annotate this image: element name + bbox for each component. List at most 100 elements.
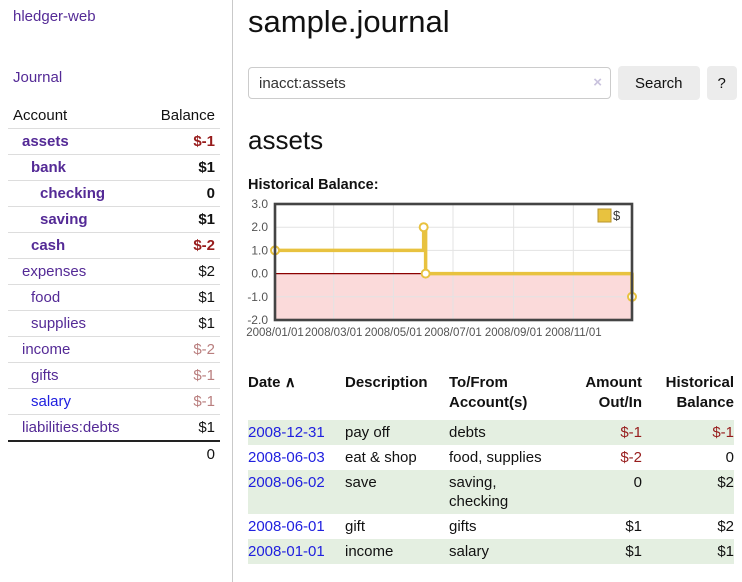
account-row: gifts $-1 xyxy=(8,362,220,389)
amount-column-header: Amount Out/In xyxy=(585,374,642,411)
account-link-supplies[interactable]: supplies xyxy=(31,315,87,332)
account-balance: $1 xyxy=(198,315,215,332)
transaction-accounts: saving, checking xyxy=(449,474,509,510)
account-balance: $1 xyxy=(198,289,215,306)
sort-by-date-link[interactable]: Date ∧ xyxy=(248,374,296,391)
transaction-date-link[interactable]: 2008-01-01 xyxy=(248,543,325,560)
account-row: supplies $1 xyxy=(8,310,220,337)
transaction-row: 2008-01-01 income salary $1 $1 xyxy=(248,539,734,564)
balance-column-header: Balance xyxy=(160,107,215,124)
x-axis-tick-label: 2008/07/01 xyxy=(424,327,482,339)
transactions-body: 2008-12-31 pay off debts $-1 $-1 2008-06-03 ea… xyxy=(248,420,734,564)
account-link-assets[interactable]: assets xyxy=(22,133,69,150)
legend-swatch xyxy=(597,208,612,223)
chart-container: 3.0 2.0 1.0 0.0 -1.0 -2.0 2008/01/01 2008/03/01… xyxy=(243,197,742,346)
account-link-income[interactable]: income xyxy=(22,341,71,358)
account-link-saving[interactable]: saving xyxy=(40,211,88,228)
transaction-balance: 0 xyxy=(725,449,734,466)
transaction-date-link[interactable]: 2008-06-01 xyxy=(248,518,325,535)
page-title: sample.journal xyxy=(248,4,450,39)
account-balance: $-1 xyxy=(193,133,215,150)
account-total-row: 0 xyxy=(8,441,220,467)
transaction-date-link[interactable]: 2008-12-31 xyxy=(248,424,325,441)
account-link-gifts[interactable]: gifts xyxy=(31,367,59,384)
account-balance: $1 xyxy=(198,159,215,176)
transaction-amount: 0 xyxy=(633,474,642,491)
search-input[interactable] xyxy=(248,67,611,99)
x-axis-tick-label: 2008/01/01 xyxy=(246,327,304,339)
account-balance: $1 xyxy=(198,211,215,228)
legend-label: $ xyxy=(613,208,621,223)
balance-column-header-txn: Historical Balance xyxy=(665,374,734,411)
data-point-marker xyxy=(420,268,431,279)
account-link-bank[interactable]: bank xyxy=(31,159,67,176)
account-link-checking[interactable]: checking xyxy=(40,185,106,202)
account-column-header: Account xyxy=(13,107,68,124)
transaction-amount: $-1 xyxy=(620,424,642,441)
account-balance: $-1 xyxy=(193,393,215,410)
total-balance: 0 xyxy=(206,446,215,463)
account-table-header: Account Balance xyxy=(8,103,220,129)
transaction-date-link[interactable]: 2008-06-03 xyxy=(248,449,325,466)
accounts-column-header: To/From Account(s) xyxy=(449,374,528,411)
data-point-marker xyxy=(418,222,429,233)
transaction-balance: $-1 xyxy=(712,424,734,441)
transaction-accounts: food, supplies xyxy=(449,449,542,466)
transaction-description: gift xyxy=(345,518,366,535)
chart-title: Historical Balance: xyxy=(248,177,379,193)
y-axis-tick-label: -2.0 xyxy=(247,313,268,327)
account-link-food[interactable]: food xyxy=(31,289,61,306)
transaction-description: eat & shop xyxy=(345,449,417,466)
transaction-description: pay off xyxy=(345,424,390,441)
account-balance: $-1 xyxy=(193,367,215,384)
search-input-wrap: × xyxy=(248,67,611,99)
transaction-accounts: gifts xyxy=(449,518,477,535)
account-row: expenses $2 xyxy=(8,258,220,285)
transaction-amount: $1 xyxy=(625,543,642,560)
x-axis-tick-label: 2008/05/01 xyxy=(365,327,423,339)
total-spacer xyxy=(8,441,143,467)
transactions-table: Date ∧ Description To/From Account(s) Am… xyxy=(248,371,734,564)
y-axis-tick-label: 2.0 xyxy=(251,220,268,234)
transaction-accounts: debts xyxy=(449,424,486,441)
transaction-row: 2008-06-03 eat & shop food, supplies $-2 0 xyxy=(248,445,734,470)
account-row: assets $-1 xyxy=(8,128,220,155)
account-balance: $-2 xyxy=(193,237,215,254)
transaction-row: 2008-06-02 save saving, checking 0 $2 xyxy=(248,470,734,514)
account-balance-table: Account Balance assets $-1 bank $1 checking 0… xyxy=(8,103,220,467)
transaction-amount: $1 xyxy=(625,518,642,535)
account-heading: assets xyxy=(248,125,324,155)
account-row: income $-2 xyxy=(8,336,220,363)
account-row: bank $1 xyxy=(8,154,220,181)
account-link-salary[interactable]: salary xyxy=(31,393,72,410)
account-balance: $2 xyxy=(198,263,215,280)
transaction-date-link[interactable]: 2008-06-02 xyxy=(248,474,325,491)
account-row: liabilities:debts $1 xyxy=(8,414,220,442)
main-content: sample.journal × Search ? assets Histori… xyxy=(233,0,742,582)
account-link-liabilities-debts[interactable]: liabilities:debts xyxy=(22,419,120,436)
account-balance: $1 xyxy=(198,419,215,436)
transaction-accounts: salary xyxy=(449,543,490,560)
account-row: salary $-1 xyxy=(8,388,220,415)
transaction-row: 2008-06-01 gift gifts $1 $2 xyxy=(248,514,734,539)
transactions-header-row: Date ∧ Description To/From Account(s) Am… xyxy=(248,371,734,420)
date-header-label: Date xyxy=(248,374,281,391)
description-column-header: Description xyxy=(345,374,428,391)
sort-ascending-icon: ∧ xyxy=(284,374,296,391)
account-link-cash[interactable]: cash xyxy=(31,237,66,254)
account-link-expenses[interactable]: expenses xyxy=(22,263,87,280)
plot-border xyxy=(273,202,634,322)
sidebar-item-journal[interactable]: Journal xyxy=(13,69,63,86)
date-column-header[interactable]: Date ∧ xyxy=(248,371,345,420)
x-axis-tick-label: 2008/09/01 xyxy=(485,327,543,339)
y-axis-tick-label: 3.0 xyxy=(251,198,268,211)
sidebar: hledger-web Journal Account Balance asse… xyxy=(0,0,233,582)
transaction-balance: $2 xyxy=(717,474,734,491)
search-button[interactable]: Search xyxy=(618,66,700,100)
clear-search-icon[interactable]: × xyxy=(593,74,602,91)
account-table-body: assets $-1 bank $1 checking 0 saving $1 cash $-2 e… xyxy=(8,128,220,442)
brand-link[interactable]: hledger-web xyxy=(13,8,96,25)
account-row: checking 0 xyxy=(8,180,220,207)
search-help-button[interactable]: ? xyxy=(706,66,737,100)
